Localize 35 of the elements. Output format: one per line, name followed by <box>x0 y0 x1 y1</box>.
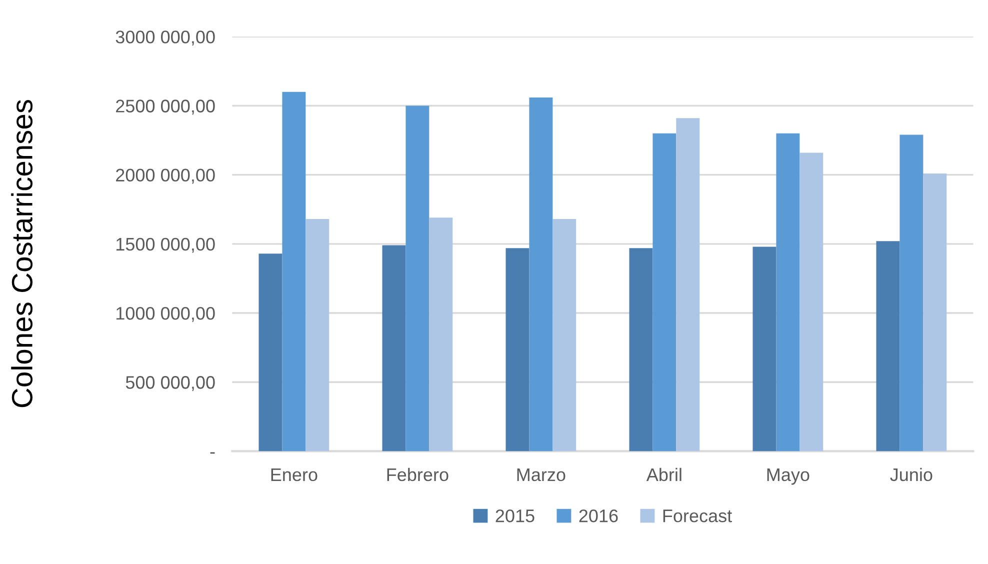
x-tick-label: Junio <box>890 468 932 482</box>
bar <box>406 106 430 452</box>
bar <box>429 218 453 452</box>
x-tick-label: Abril <box>646 468 682 482</box>
legend-label: 2016 <box>579 509 618 522</box>
x-tick-label: Mayo <box>767 468 810 485</box>
y-tick-label: 500 000,00 <box>126 376 215 391</box>
bar <box>876 241 900 452</box>
bar <box>676 118 700 452</box>
bar <box>776 133 800 452</box>
bar <box>900 134 924 452</box>
bar <box>652 133 676 452</box>
bar <box>258 254 282 452</box>
bar <box>382 245 406 452</box>
legend-label: 2015 <box>496 509 534 522</box>
bar <box>506 248 530 452</box>
x-tick-label: Febrero <box>387 468 448 482</box>
bar <box>529 97 553 452</box>
y-axis-title: Colones Costarricenses <box>11 100 33 408</box>
y-tick-label: 1000 000,00 <box>116 306 215 322</box>
y-tick-label: 2500 000,00 <box>116 100 215 115</box>
y-tick-label: - <box>210 452 215 454</box>
bar <box>629 248 653 452</box>
bar <box>552 219 576 452</box>
bar <box>800 152 824 452</box>
bar <box>306 219 330 452</box>
bar <box>923 173 947 452</box>
y-tick-label: 1500 000,00 <box>116 238 215 253</box>
x-tick-label: Marzo <box>517 468 566 482</box>
legend-label: Forecast <box>663 510 732 522</box>
bar <box>282 92 306 452</box>
y-tick-label: 2000 000,00 <box>116 168 215 184</box>
x-tick-label: Enero <box>271 468 318 482</box>
y-tick-label: 3000 000,00 <box>116 30 215 46</box>
bar <box>752 246 776 452</box>
